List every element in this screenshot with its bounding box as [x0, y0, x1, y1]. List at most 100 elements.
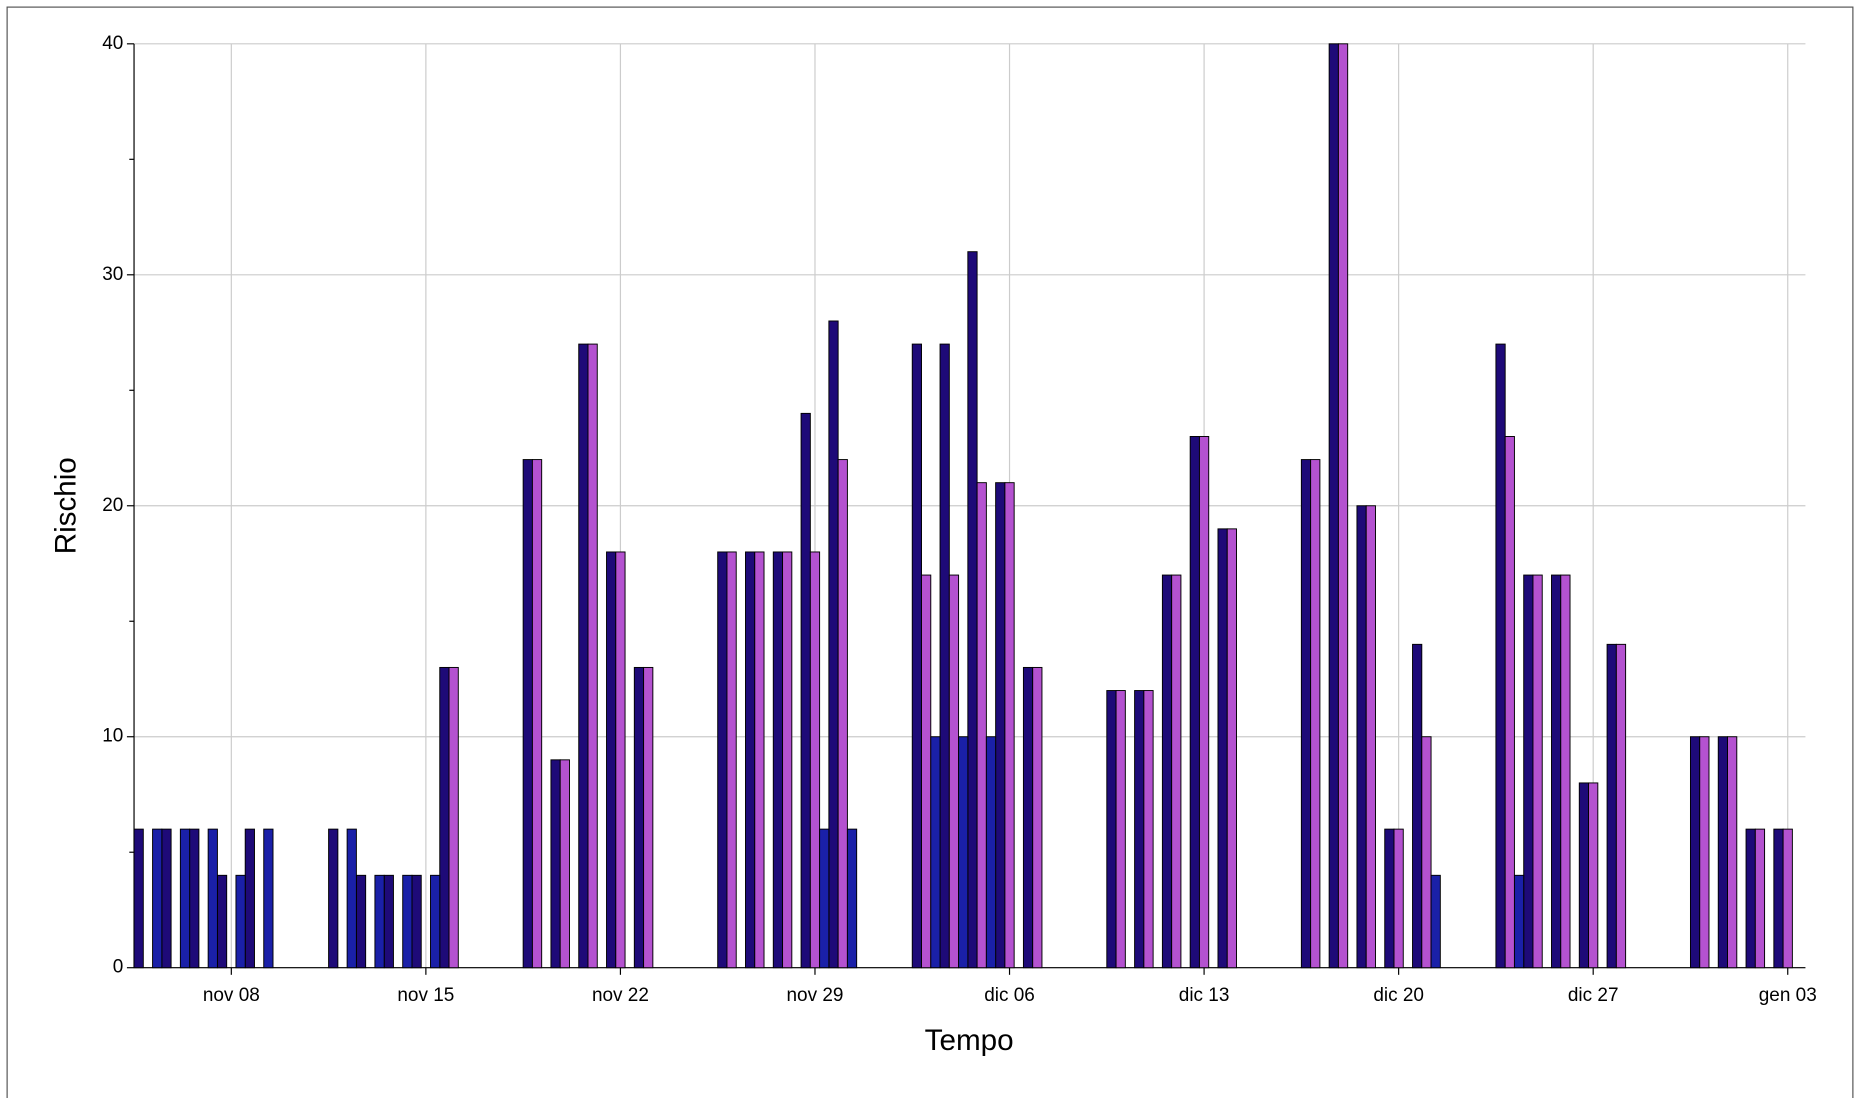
x-tick-label: dic 20: [1373, 985, 1424, 1006]
bar: [800, 412, 811, 969]
bar: [976, 482, 987, 969]
bar: [745, 551, 756, 969]
bar: [819, 828, 830, 969]
bar: [411, 874, 422, 969]
bar: [930, 736, 941, 969]
bar: [1717, 736, 1728, 969]
bar: [1134, 690, 1145, 969]
bar: [1588, 782, 1599, 969]
bar: [1551, 574, 1562, 969]
bar: [235, 874, 246, 969]
y-tick-label: 10: [102, 726, 123, 747]
bar: [1578, 782, 1590, 969]
bar: [374, 874, 385, 969]
bar: [1727, 736, 1738, 969]
bar: [1106, 690, 1117, 969]
bar: [1032, 666, 1043, 969]
bar: [911, 343, 922, 969]
bar: [578, 343, 589, 969]
bar: [1328, 43, 1339, 969]
bar: [1365, 505, 1376, 969]
bar: [1532, 574, 1543, 969]
bar: [207, 828, 218, 969]
bar: [726, 551, 737, 969]
bar: [828, 320, 839, 969]
bar: [161, 828, 172, 969]
bar: [633, 666, 645, 969]
bar: [1198, 436, 1210, 969]
bar: [958, 736, 969, 969]
bar: [531, 459, 543, 969]
bar: [643, 666, 654, 969]
bar: [1226, 528, 1237, 969]
x-axis-label: Tempo: [925, 1024, 1014, 1057]
bar: [717, 551, 728, 969]
y-tick-label: 30: [102, 264, 123, 285]
bar: [263, 828, 274, 969]
bar: [606, 551, 617, 969]
bar: [522, 459, 533, 969]
bar: [328, 828, 339, 969]
bar: [189, 828, 200, 969]
bar: [615, 551, 626, 969]
bar: [1161, 574, 1173, 969]
bar: [587, 343, 598, 969]
bar: [1143, 690, 1154, 969]
bar: [1745, 828, 1756, 969]
bar: [809, 551, 821, 969]
bar: [1337, 43, 1349, 969]
x-tick-label: nov 22: [592, 985, 649, 1006]
x-tick-label: dic 13: [1179, 985, 1230, 1006]
bar: [1754, 828, 1766, 969]
bar: [430, 874, 441, 969]
bar: [1615, 643, 1627, 969]
y-tick-label: 40: [102, 33, 123, 54]
y-tick-label: 20: [102, 495, 123, 516]
bar: [402, 874, 413, 969]
bar: [1560, 574, 1571, 969]
bar: [1300, 459, 1312, 969]
bar: [837, 459, 848, 969]
bar: [383, 874, 394, 969]
x-tick-label: dic 06: [984, 985, 1035, 1006]
bar: [1384, 828, 1395, 969]
bar: [754, 551, 765, 969]
bar: [1022, 666, 1034, 969]
bar: [995, 482, 1006, 969]
bar: [152, 828, 163, 969]
bar: [216, 874, 228, 969]
bar: [1310, 459, 1321, 969]
bar: [921, 574, 932, 969]
bar: [448, 666, 459, 969]
bar: [948, 574, 960, 969]
bar: [1495, 343, 1506, 969]
bar: [1393, 828, 1404, 969]
y-tick-label: 0: [113, 957, 124, 978]
bar: [550, 759, 561, 969]
bar: [772, 551, 784, 969]
bar: [355, 874, 367, 969]
bar: [1412, 643, 1423, 969]
bar: [1430, 874, 1441, 969]
bar: [244, 828, 255, 969]
bar: [1421, 736, 1432, 969]
x-tick-label: nov 08: [203, 985, 260, 1006]
bar: [1513, 874, 1525, 969]
bar: [967, 251, 978, 969]
bar: [439, 666, 450, 969]
bar: [1171, 574, 1182, 969]
bar: [1773, 828, 1784, 969]
bar: [985, 736, 997, 969]
bar: [1004, 482, 1015, 969]
bar: [1699, 736, 1710, 969]
bar: [1217, 528, 1228, 969]
bar: [1189, 436, 1200, 969]
bar: [782, 551, 793, 969]
bar: [1356, 505, 1367, 969]
bar: [939, 343, 950, 969]
bar: [179, 828, 191, 969]
bar: [1523, 574, 1534, 969]
bar: [1606, 643, 1617, 969]
bar: [1782, 828, 1793, 969]
